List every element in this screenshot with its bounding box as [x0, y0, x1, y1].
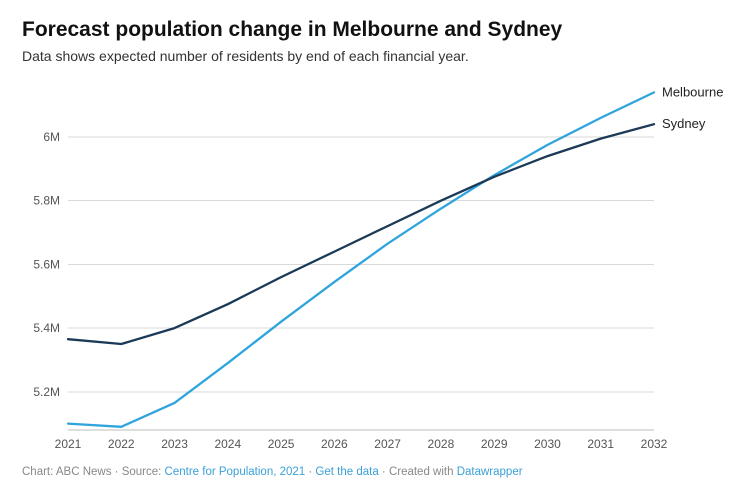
x-tick-label: 2026	[321, 437, 348, 451]
x-tick-label: 2025	[268, 437, 295, 451]
credits-prefix: Chart: ABC News · Source:	[22, 466, 165, 478]
x-tick-label: 2027	[374, 437, 401, 451]
series-label-sydney: Sydney	[662, 116, 706, 131]
x-tick-label: 2030	[534, 437, 561, 451]
chart-container: Forecast population change in Melbourne …	[0, 0, 750, 500]
y-tick-label: 5.4M	[33, 321, 60, 335]
chart-svg: 5.2M 5.4M 5.6M 5.8M 6M 2021 2022 2023 2024 2025 20…	[22, 78, 728, 458]
credits-sep2: · Created with	[379, 466, 457, 478]
y-tick-label: 5.8M	[33, 194, 60, 208]
x-tick-label: 2031	[587, 437, 614, 451]
chart-credits: Chart: ABC News · Source: Centre for Pop…	[22, 466, 728, 478]
credits-source-link[interactable]: Centre for Population, 2021	[165, 466, 306, 478]
chart-plot: 5.2M 5.4M 5.6M 5.8M 6M 2021 2022 2023 2024 2025 20…	[22, 78, 728, 458]
credits-tool-link[interactable]: Datawrapper	[457, 466, 523, 478]
x-tick-label: 2022	[108, 437, 135, 451]
x-tick-label: 2023	[161, 437, 188, 451]
x-tick-label: 2029	[481, 437, 508, 451]
chart-title: Forecast population change in Melbourne …	[22, 18, 728, 42]
credits-sep1: ·	[305, 466, 315, 478]
y-tick-label: 6M	[43, 130, 60, 144]
x-tick-label: 2021	[55, 437, 82, 451]
chart-subtitle: Data shows expected number of residents …	[22, 48, 728, 64]
y-tick-label: 5.2M	[33, 385, 60, 399]
y-tick-label: 5.6M	[33, 257, 60, 271]
x-tick-label: 2024	[214, 437, 241, 451]
series-line-melbourne	[68, 92, 654, 426]
credits-getdata-link[interactable]: Get the data	[315, 466, 378, 478]
x-tick-label: 2032	[641, 437, 668, 451]
series-label-melbourne: Melbourne	[662, 84, 723, 99]
series-line-sydney	[68, 124, 654, 344]
x-tick-label: 2028	[428, 437, 455, 451]
